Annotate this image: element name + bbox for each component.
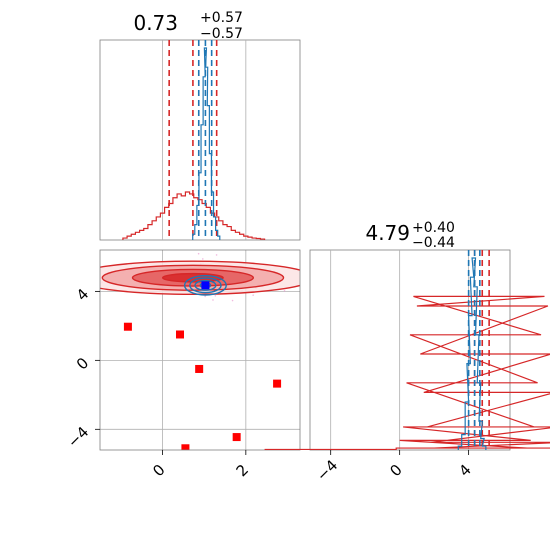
joint-sample-point xyxy=(47,249,49,251)
joint-sample-point xyxy=(212,299,214,301)
marginal-x1-title-minus: −0.57 xyxy=(200,26,243,42)
joint-sample-point xyxy=(353,274,355,276)
marginal-x2-x-tick-label-0: −4 xyxy=(313,456,341,484)
joint-marker-4 xyxy=(232,433,241,442)
joint-sample-point xyxy=(338,289,340,291)
joint-y-tick-label-0: −4 xyxy=(64,423,92,451)
joint-frame xyxy=(99,249,301,451)
joint-sample-point xyxy=(197,252,200,255)
joint-sample-point xyxy=(40,262,42,264)
joint-series-1-contour-2 xyxy=(194,279,217,291)
joint-sample-point xyxy=(215,254,218,256)
joint-sample-point xyxy=(321,270,323,272)
joint-series-1-contour-1 xyxy=(189,277,222,294)
marginal-x1-frame xyxy=(99,39,301,241)
joint-y-tick-label-1: 0 xyxy=(73,354,92,373)
marginal-x2-plot-area: −4 0 4 xyxy=(264,249,550,485)
joint-sample-point xyxy=(52,269,54,271)
joint-x-tick-label-1: 2 xyxy=(233,461,252,480)
marginal-x2-frame xyxy=(309,249,511,451)
joint-sample-point xyxy=(351,278,353,280)
marginal-x2-series-1-histogram xyxy=(457,257,487,450)
marginal-x2-x-tick-label-1: 0 xyxy=(386,461,405,480)
joint-sample-point xyxy=(311,295,313,297)
marginal-x2-title-value: 4.79 xyxy=(365,221,410,245)
joint-sample-point xyxy=(304,251,306,253)
joint-inner xyxy=(40,249,355,450)
joint-sample-point xyxy=(328,279,330,281)
joint-series-1-contour-0 xyxy=(183,274,227,296)
joint-plot-area: 0 2 −4 0 4 xyxy=(40,249,355,480)
joint-sample-point xyxy=(201,258,204,260)
marginal-x2-series-0-histogram xyxy=(264,295,550,451)
marginal-x1-plot-area xyxy=(99,39,301,241)
joint-sample-point xyxy=(204,295,206,298)
panel-marginal-x2: −4 0 4 4.79 +0.40 −0.44 xyxy=(264,220,550,485)
marginal-x2-title-minus: −0.44 xyxy=(412,235,455,251)
joint-truth-marker xyxy=(201,281,210,290)
panel-marginal-x1: 0.73 +0.57 −0.57 xyxy=(99,10,301,241)
joint-marker-1 xyxy=(176,330,184,339)
marginal-x1-title-value: 0.73 xyxy=(133,11,178,35)
panel-joint-x1-x2: 0 2 −4 0 4 xyxy=(40,249,355,480)
marginal-x1-series-1-histogram xyxy=(192,47,221,240)
joint-marker-5 xyxy=(181,444,190,450)
joint-sample-point xyxy=(283,290,286,292)
joint-marker-2 xyxy=(195,364,204,373)
joint-sample-point xyxy=(325,272,327,274)
marginal-x1-title-plus: +0.57 xyxy=(200,10,243,26)
joint-x-tick-label-0: 0 xyxy=(149,461,168,480)
joint-sample-point xyxy=(252,294,254,296)
joint-y-tick-label-2: 4 xyxy=(73,285,92,304)
marginal-x2-title-plus: +0.40 xyxy=(412,220,455,236)
marginal-x1-series-0-histogram xyxy=(122,191,266,240)
joint-sample-point xyxy=(306,282,308,284)
joint-marker-3 xyxy=(273,379,282,388)
joint-sample-point xyxy=(231,299,234,302)
joint-marker-0 xyxy=(123,322,132,331)
marginal-x2-x-tick-label-2: 4 xyxy=(455,461,474,480)
joint-sample-point xyxy=(214,294,217,297)
joint-sample-point xyxy=(92,264,94,266)
